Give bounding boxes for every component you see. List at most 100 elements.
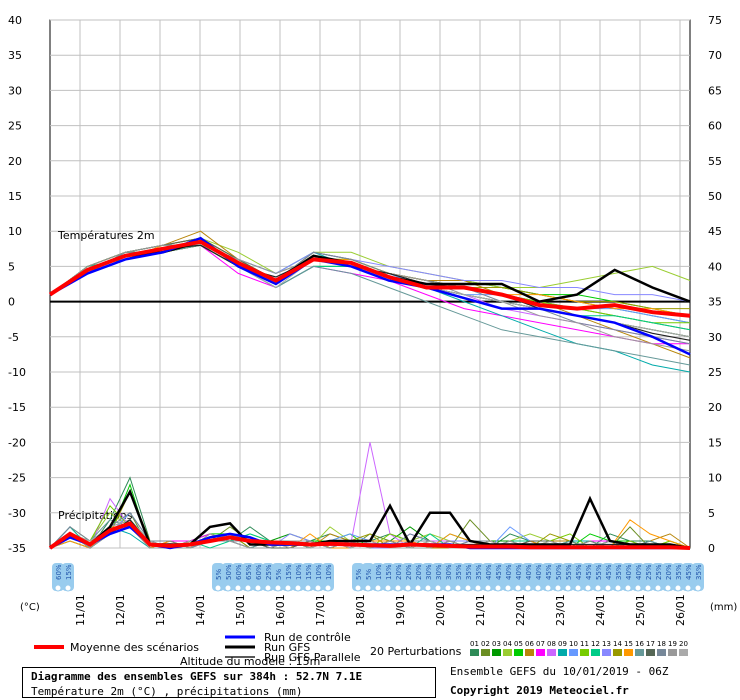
snow-flake-icon	[544, 584, 552, 592]
perturbation-swatch	[624, 649, 633, 656]
snow-badge	[252, 563, 264, 591]
snow-flake-icon	[474, 584, 482, 592]
perturbation-id: 09	[558, 640, 567, 648]
y-right-tick: 60	[708, 120, 722, 133]
y-right-tick: 75	[708, 14, 722, 27]
precipitation-series: Précipitations	[48, 442, 691, 550]
snow-probability-label: 50%	[225, 564, 233, 580]
perturbation-id: 12	[591, 640, 600, 648]
y-right-tick: 35	[708, 296, 722, 309]
y-right-tick: 45	[708, 225, 722, 238]
run-info: Ensemble GEFS du 10/01/2019 - 06Z	[450, 665, 669, 678]
perturbation-swatch	[536, 649, 545, 656]
snow-probability-label: 20%	[665, 564, 673, 580]
x-date-label: 15/01	[234, 594, 247, 626]
title-box: Diagramme des ensembles GEFS sur 384h : …	[22, 667, 436, 698]
snow-flake-icon	[364, 584, 372, 592]
snow-probability-label: 40%	[535, 564, 543, 580]
snow-probability-label: 40%	[485, 564, 493, 580]
snow-flake-icon	[694, 584, 702, 592]
chart-subtitle: Température 2m (°C) , précipitations (mm…	[31, 685, 303, 698]
snow-flake-icon	[414, 584, 422, 592]
legend-gfs-label: Run GFS	[264, 641, 310, 654]
snow-badge	[372, 563, 384, 591]
snow-probability-label: 60%	[55, 564, 63, 580]
snow-badge	[352, 563, 364, 591]
snow-badge	[592, 563, 604, 591]
y-left-tick: -5	[8, 331, 19, 344]
snow-probability-label: 40%	[525, 564, 533, 580]
snow-flake-icon	[274, 584, 282, 592]
x-date-label: 19/01	[394, 594, 407, 626]
snow-badge	[212, 563, 224, 591]
snow-flake-icon	[664, 584, 672, 592]
perturbation-swatch	[569, 649, 578, 656]
snow-probability-label: 45%	[605, 564, 613, 580]
snow-flake-icon	[464, 584, 472, 592]
temperature-mean-line	[48, 239, 691, 318]
perturbation-swatch	[558, 649, 567, 656]
snow-badge	[622, 563, 634, 591]
snow-probability-label: 55%	[595, 564, 603, 580]
perturbation-id: 01	[470, 640, 479, 648]
perturbation-swatch	[679, 649, 688, 656]
snow-badge	[52, 563, 64, 591]
snow-badge	[292, 563, 304, 591]
perturbation-id: 06	[525, 640, 534, 648]
snow-badge	[542, 563, 554, 591]
snow-flake-icon	[54, 584, 62, 592]
snow-badge	[302, 563, 314, 591]
perturbation-id: 07	[536, 640, 545, 648]
x-date-label: 16/01	[274, 594, 287, 626]
snow-flake-icon	[684, 584, 692, 592]
x-date-label: 22/01	[514, 594, 527, 626]
x-date-label: 25/01	[634, 594, 647, 626]
snow-flake-icon	[304, 584, 312, 592]
snow-flake-icon	[244, 584, 252, 592]
snow-badge	[642, 563, 654, 591]
snow-flake-icon	[294, 584, 302, 592]
snow-probability-label: 45%	[685, 564, 693, 580]
snow-badge	[362, 563, 374, 591]
snow-badge	[512, 563, 524, 591]
y-right-tick: 70	[708, 49, 722, 62]
perturbation-swatch	[525, 649, 534, 656]
perturbation-swatch	[657, 649, 666, 656]
y-left-tick: 20	[8, 155, 22, 168]
snow-probability-label: 40%	[635, 564, 643, 580]
snow-flake-icon	[634, 584, 642, 592]
perturbation-id: 02	[481, 640, 490, 648]
snow-badge	[562, 563, 574, 591]
snow-probability-label: 45%	[545, 564, 553, 580]
snow-probability-label: 25%	[645, 564, 653, 580]
perturbation-id: 08	[547, 640, 556, 648]
snow-badge	[492, 563, 504, 591]
perturbation-swatch	[602, 649, 611, 656]
perturbation-swatch	[613, 649, 622, 656]
date-axis: 11/01 12/01 13/01 14/01 15/01 16/01 17/01 18/01…	[74, 594, 687, 626]
y-right-tick: 0	[708, 542, 715, 555]
perturbation-id: 10	[569, 640, 578, 648]
precipitation-mean-line	[48, 521, 691, 550]
snow-probability-label: 10%	[375, 564, 383, 580]
snow-probability-label: 15%	[385, 564, 393, 580]
snow-flake-icon	[604, 584, 612, 592]
snow-probability-label: 65%	[245, 564, 253, 580]
snow-probability-label: 45%	[495, 564, 503, 580]
snow-flake-icon	[444, 584, 452, 592]
snow-badge	[612, 563, 624, 591]
perturbation-id: 19	[668, 640, 677, 648]
snow-badge	[242, 563, 254, 591]
x-date-label: 23/01	[554, 594, 567, 626]
perturbation-id: 14	[613, 640, 622, 648]
y-left-tick: -15	[8, 401, 26, 414]
snow-flake-icon	[434, 584, 442, 592]
perturbation-swatch	[580, 649, 589, 656]
snow-badge	[552, 563, 564, 591]
snow-flake-icon	[224, 584, 232, 592]
snow-probability-label: 20%	[395, 564, 403, 580]
chart-title: Diagramme des ensembles GEFS sur 384h : …	[31, 670, 363, 683]
snow-badge	[572, 563, 584, 591]
